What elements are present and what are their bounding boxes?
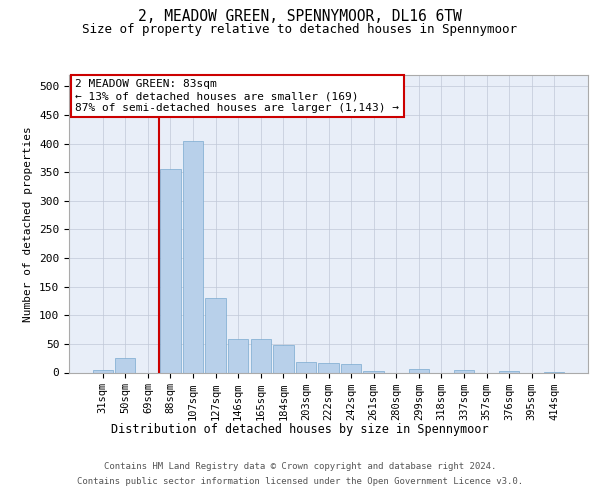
Text: Distribution of detached houses by size in Spennymoor: Distribution of detached houses by size …	[111, 422, 489, 436]
Bar	[115, 358, 136, 372]
Bar	[183, 141, 203, 372]
Bar	[454, 370, 474, 372]
Bar	[319, 364, 338, 372]
Bar	[273, 345, 293, 372]
Text: 2 MEADOW GREEN: 83sqm
← 13% of detached houses are smaller (169)
87% of semi-det: 2 MEADOW GREEN: 83sqm ← 13% of detached …	[75, 80, 399, 112]
Y-axis label: Number of detached properties: Number of detached properties	[23, 126, 34, 322]
Bar	[228, 340, 248, 372]
Text: Contains public sector information licensed under the Open Government Licence v3: Contains public sector information licen…	[77, 477, 523, 486]
Bar	[251, 340, 271, 372]
Text: Contains HM Land Registry data © Crown copyright and database right 2024.: Contains HM Land Registry data © Crown c…	[104, 462, 496, 471]
Bar	[205, 298, 226, 372]
Text: 2, MEADOW GREEN, SPENNYMOOR, DL16 6TW: 2, MEADOW GREEN, SPENNYMOOR, DL16 6TW	[138, 9, 462, 24]
Bar	[160, 170, 181, 372]
Bar	[296, 362, 316, 372]
Text: Size of property relative to detached houses in Spennymoor: Size of property relative to detached ho…	[83, 22, 517, 36]
Bar	[92, 370, 113, 372]
Bar	[409, 369, 429, 372]
Bar	[341, 364, 361, 372]
